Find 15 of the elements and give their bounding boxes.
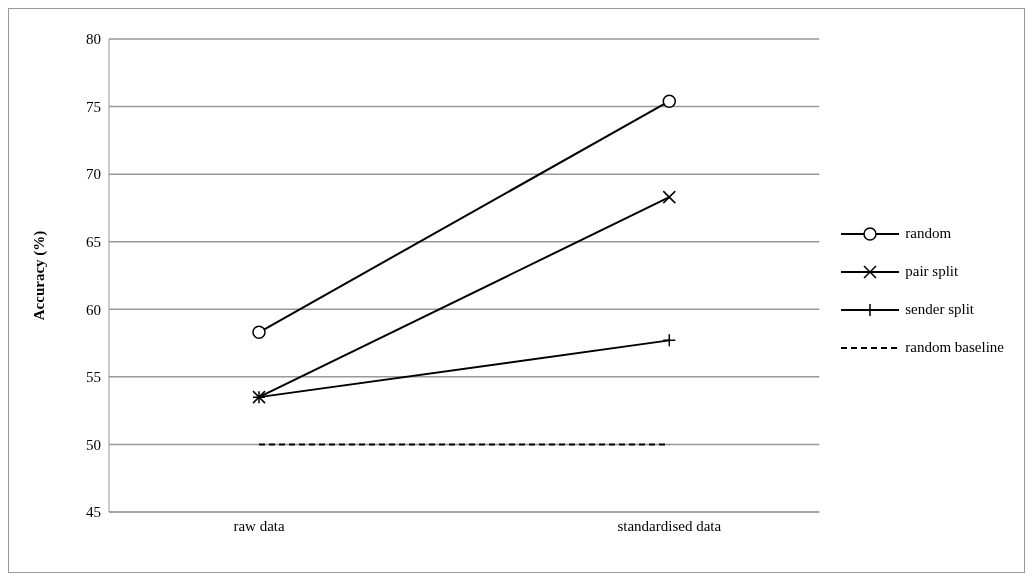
y-tick-label: 50 [86,436,101,453]
y-tick-label: 45 [86,504,101,521]
legend-label: pair split [905,263,959,280]
y-tick-label: 75 [86,98,101,115]
legend-label: sender split [905,301,975,318]
y-axis-title: Accuracy (%) [31,230,49,321]
y-tick-label: 80 [86,31,101,48]
y-tick-label: 65 [86,234,101,251]
y-tick-label: 55 [86,369,101,386]
legend-label: random [905,225,952,242]
legend-label: random baseline [905,339,1004,356]
y-tick-label: 60 [86,301,101,318]
x-tick-label: raw data [233,517,285,534]
x-tick-label: standardised data [617,517,722,534]
y-tick-label: 70 [86,166,101,183]
